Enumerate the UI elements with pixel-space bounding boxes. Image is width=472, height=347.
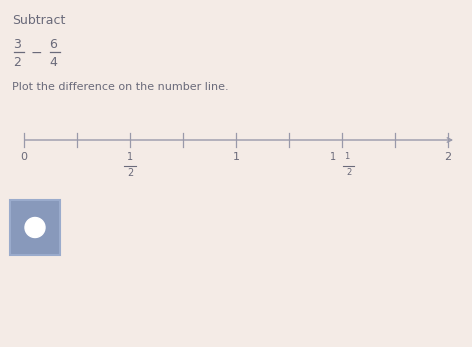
Text: 0: 0	[20, 152, 27, 162]
Text: −: −	[30, 46, 42, 60]
Text: 4: 4	[49, 56, 57, 69]
Bar	[10, 200, 60, 255]
Text: 1: 1	[127, 152, 133, 162]
Text: 1: 1	[233, 152, 239, 162]
Circle shape	[25, 218, 45, 237]
Text: 6: 6	[49, 38, 57, 51]
Text: 1: 1	[330, 152, 336, 162]
Text: 2: 2	[445, 152, 452, 162]
Text: 2: 2	[127, 168, 133, 178]
Text: 1: 1	[345, 152, 350, 161]
Text: 3: 3	[13, 38, 21, 51]
Text: 2: 2	[346, 168, 352, 177]
Text: 2: 2	[13, 56, 21, 69]
Text: Plot the difference on the number line.: Plot the difference on the number line.	[12, 82, 228, 92]
Text: Subtract: Subtract	[12, 14, 66, 27]
